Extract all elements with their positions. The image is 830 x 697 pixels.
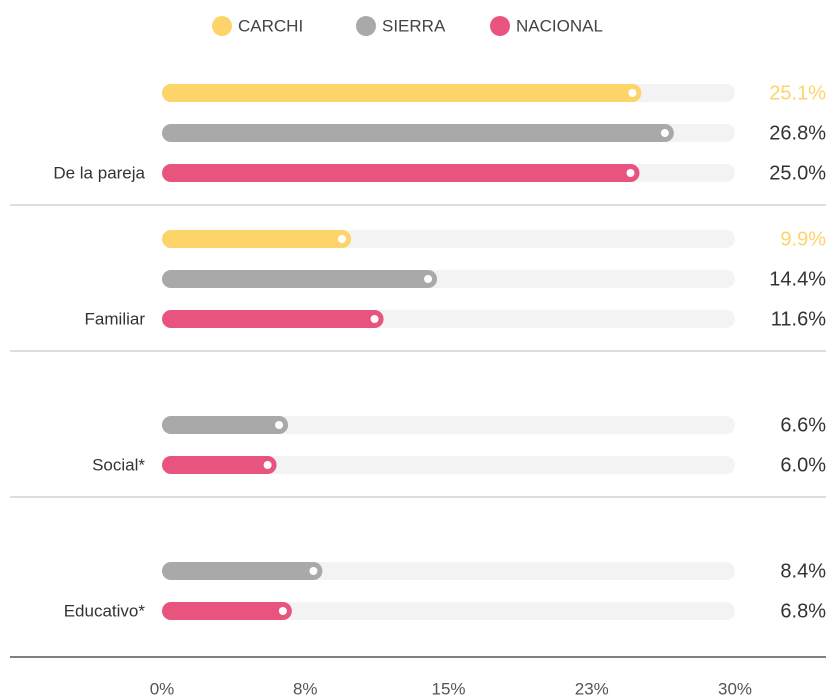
- bar-end-dot: [338, 235, 347, 243]
- legend-label: SIERRA: [382, 16, 446, 35]
- legend-label: CARCHI: [238, 16, 303, 35]
- category-label: Familiar: [85, 309, 146, 328]
- bar: [162, 562, 323, 580]
- bar-end-dot: [278, 607, 287, 615]
- category-label: Social*: [92, 455, 145, 474]
- bar-end-dot: [424, 275, 433, 283]
- value-label: 25.1%: [769, 82, 826, 104]
- x-tick-label: 15%: [431, 679, 465, 697]
- value-label: 6.0%: [780, 454, 826, 476]
- legend-swatch: [212, 16, 232, 36]
- legend-swatch: [490, 16, 510, 36]
- bar-track: [162, 602, 735, 620]
- bar-track: [162, 456, 735, 474]
- x-tick-label: 8%: [293, 679, 318, 697]
- value-label: 6.6%: [780, 414, 826, 436]
- legend-swatch: [356, 16, 376, 36]
- bar-end-dot: [275, 421, 284, 429]
- category-label: Educativo*: [64, 601, 146, 620]
- bar-track: [162, 416, 735, 434]
- bar: [162, 602, 292, 620]
- value-label: 14.4%: [769, 268, 826, 290]
- bar: [162, 230, 352, 248]
- x-tick-label: 23%: [575, 679, 609, 697]
- x-tick-label: 30%: [718, 679, 752, 697]
- bar: [162, 310, 384, 328]
- value-label: 9.9%: [780, 228, 826, 250]
- value-label: 8.4%: [780, 560, 826, 582]
- bar-end-dot: [309, 567, 318, 575]
- bar-end-dot: [263, 461, 272, 469]
- bar-end-dot: [370, 315, 379, 323]
- value-label: 26.8%: [769, 122, 826, 144]
- x-tick-label: 0%: [150, 679, 175, 697]
- bar: [162, 124, 674, 142]
- bar: [162, 84, 642, 102]
- value-label: 25.0%: [769, 162, 826, 184]
- bar: [162, 416, 289, 434]
- bar: [162, 164, 640, 182]
- bar-end-dot: [660, 129, 669, 137]
- bar-end-dot: [626, 169, 635, 177]
- category-label: De la pareja: [53, 163, 145, 182]
- legend-label: NACIONAL: [516, 16, 603, 35]
- value-label: 11.6%: [771, 308, 826, 330]
- bar-end-dot: [628, 89, 637, 97]
- bar: [162, 270, 438, 288]
- value-label: 6.8%: [780, 600, 826, 622]
- bar: [162, 456, 277, 474]
